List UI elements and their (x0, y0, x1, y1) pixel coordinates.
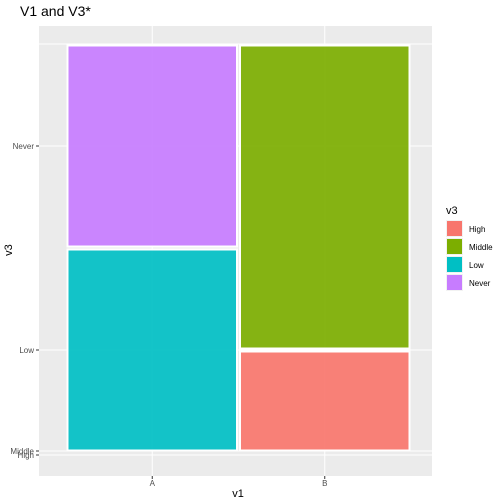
legend-label-high: High (469, 225, 485, 234)
y-tick-label-never: Never (13, 142, 35, 151)
legend-swatch-low (447, 257, 462, 272)
legend-label-never: Never (469, 279, 491, 288)
legend-swatch-middle (447, 239, 462, 254)
tile-b-high (239, 350, 411, 452)
y-tick-label-low: Low (19, 346, 34, 355)
legend-label-low: Low (469, 261, 484, 270)
legend-title: v3 (446, 205, 458, 217)
chart-title: V1 and V3* (20, 3, 91, 19)
y-tick-label-high: High (18, 451, 34, 460)
x-tick-label-a: A (150, 479, 156, 488)
legend-swatch-high (447, 221, 462, 236)
legend-label-middle: Middle (469, 243, 493, 252)
mosaic-tiles (66, 44, 411, 452)
legend-swatch-never (447, 275, 462, 290)
x-tick-label-b: B (322, 479, 327, 488)
y-axis-title: v3 (3, 244, 15, 256)
tile-a-low (66, 248, 238, 452)
tile-b-middle (239, 44, 411, 350)
x-axis-title: v1 (232, 488, 244, 500)
tile-a-never (66, 44, 238, 248)
y-tick-label-middle: Middle (10, 447, 34, 456)
legend: v3 High Middle Low Never (446, 205, 493, 291)
